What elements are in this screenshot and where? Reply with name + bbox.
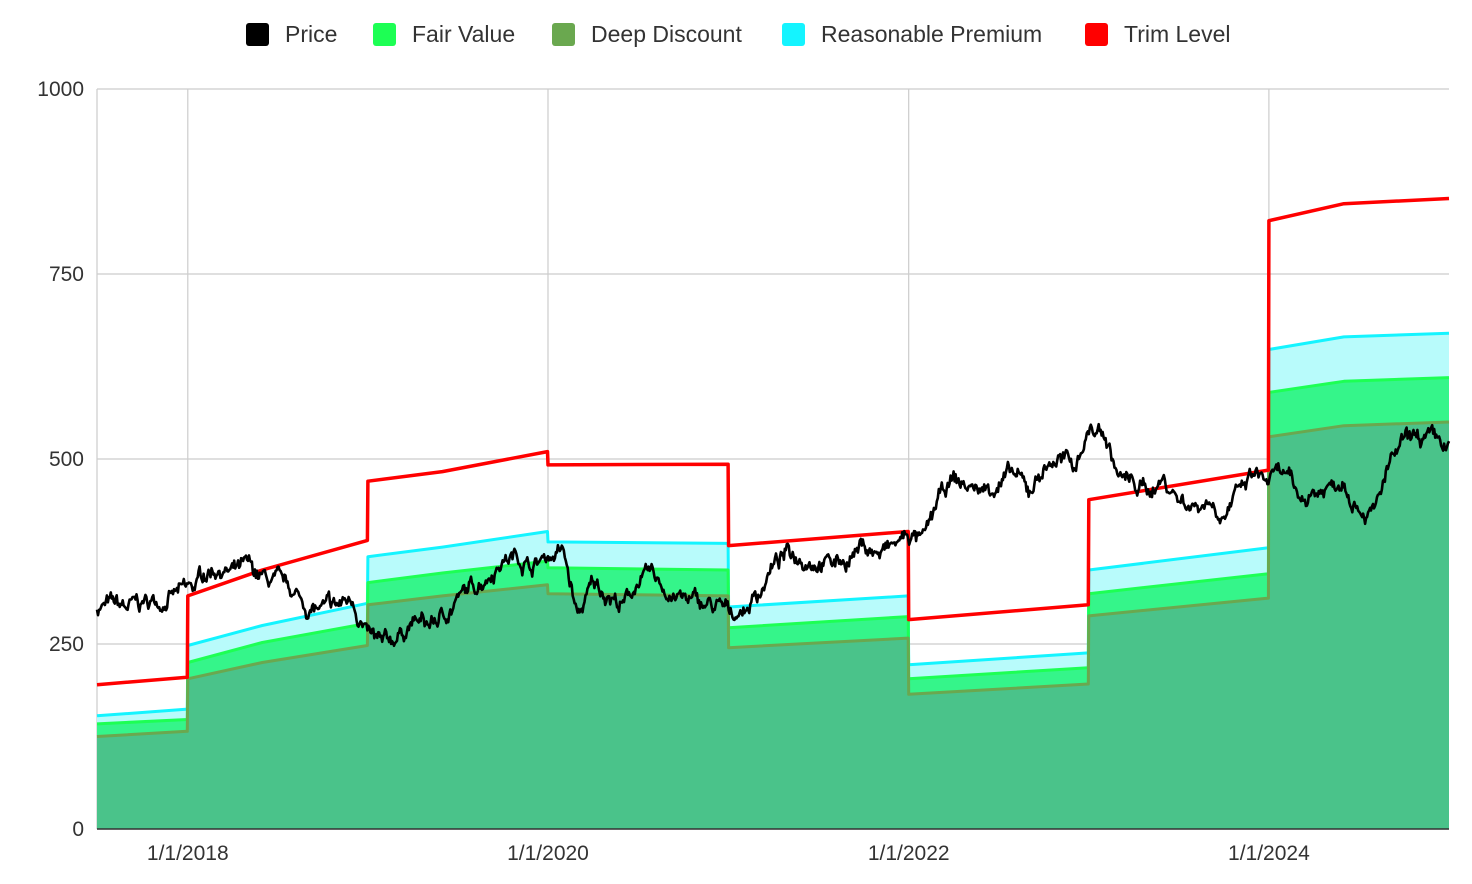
y-tick-label: 0 bbox=[72, 818, 84, 841]
legend-swatch bbox=[1085, 23, 1108, 46]
y-tick-label: 500 bbox=[49, 448, 84, 471]
legend-label: Reasonable Premium bbox=[821, 21, 1042, 47]
legend-label: Fair Value bbox=[412, 21, 515, 47]
line-price bbox=[95, 422, 1451, 648]
x-tick-label: 1/1/2024 bbox=[1228, 842, 1310, 865]
chart-lines bbox=[95, 196, 1451, 687]
area-deep-discount bbox=[97, 422, 1449, 829]
x-tick-label: 1/1/2018 bbox=[147, 842, 229, 865]
x-tick-label: 1/1/2022 bbox=[868, 842, 950, 865]
legend-item-price: Price bbox=[246, 21, 337, 47]
legend-swatch bbox=[246, 23, 269, 46]
chart-areas bbox=[96, 331, 1450, 829]
x-tick-label: 1/1/2020 bbox=[507, 842, 589, 865]
chart-axes: 0 250 500 750 1000 1/1/2018 1/1/2020 1/1/2022 1/… bbox=[37, 78, 1449, 865]
legend-swatch bbox=[552, 23, 575, 46]
y-tick-label: 750 bbox=[49, 263, 84, 286]
legend-item-deep-discount: Deep Discount bbox=[552, 21, 742, 47]
area-edge-deep-discount bbox=[96, 420, 1450, 738]
legend-swatch bbox=[373, 23, 396, 46]
y-tick-label: 1000 bbox=[37, 78, 84, 101]
legend-item-trim-level: Trim Level bbox=[1085, 21, 1231, 47]
legend-swatch bbox=[782, 23, 805, 46]
legend-item-fair-value: Fair Value bbox=[373, 21, 515, 47]
line-trim-level bbox=[96, 196, 1450, 687]
y-tick-label: 250 bbox=[49, 633, 84, 656]
legend-item-reasonable-premium: Reasonable Premium bbox=[782, 21, 1042, 47]
chart-legend: Price Fair Value Deep Discount Reasonable P… bbox=[246, 21, 1231, 47]
legend-label: Price bbox=[285, 21, 337, 47]
legend-label: Deep Discount bbox=[591, 21, 742, 47]
legend-label: Trim Level bbox=[1124, 21, 1231, 47]
